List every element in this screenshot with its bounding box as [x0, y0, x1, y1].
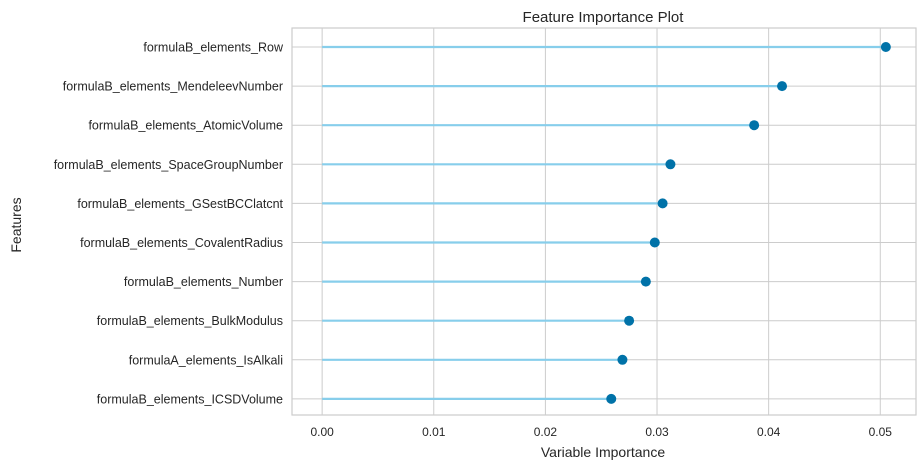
importance-marker — [624, 315, 635, 326]
marker-layer — [606, 42, 891, 404]
x-tick-label: 0.00 — [310, 425, 334, 439]
importance-marker — [640, 276, 651, 287]
x-tick-label: 0.03 — [645, 425, 669, 439]
x-tick-label: 0.01 — [422, 425, 446, 439]
importance-marker — [657, 198, 668, 209]
x-axis-label: Variable Importance — [541, 444, 665, 460]
plot-frame — [291, 27, 917, 416]
feature-label: formulaB_elements_AtomicVolume — [88, 119, 283, 133]
x-tick-labels: 0.00 0.01 0.02 0.03 0.04 0.05 — [310, 425, 892, 439]
feature-label: formulaB_elements_ICSDVolume — [97, 392, 283, 406]
importance-marker — [665, 159, 676, 170]
feature-label: formulaB_elements_SpaceGroupNumber — [54, 158, 283, 172]
x-tick-label: 0.05 — [869, 425, 893, 439]
feature-label: formulaB_elements_GSestBCClatcnt — [77, 197, 283, 211]
importance-marker — [617, 354, 628, 365]
chart-title: Feature Importance Plot — [523, 9, 685, 26]
stem-layer — [322, 45, 886, 400]
y-axis-label: Features — [8, 197, 24, 252]
importance-marker — [880, 42, 891, 52]
x-tick-label: 0.02 — [534, 425, 558, 439]
feature-label: formulaB_elements_MendeleevNumber — [63, 80, 283, 94]
importance-marker — [606, 393, 617, 404]
feature-label: formulaB_elements_BulkModulus — [97, 314, 283, 328]
feature-label: formulaB_elements_Number — [124, 275, 283, 289]
y-tick-labels: formulaB_elements_Row formulaB_elements_M… — [54, 41, 284, 407]
feature-label: formulaB_elements_Row — [143, 41, 284, 55]
importance-marker — [749, 120, 760, 131]
importance-marker — [649, 237, 660, 248]
x-tick-label: 0.04 — [757, 425, 781, 439]
importance-marker — [777, 81, 788, 92]
feature-label: formulaB_elements_CovalentRadius — [80, 236, 283, 250]
feature-label: formulaA_elements_IsAlkali — [129, 353, 283, 367]
